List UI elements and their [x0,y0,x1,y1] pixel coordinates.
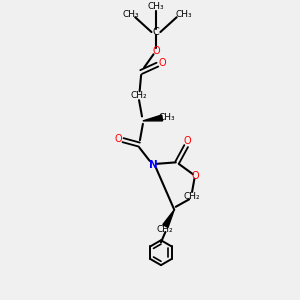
Text: C: C [152,27,159,37]
Text: O: O [159,58,166,68]
Text: CH₃: CH₃ [148,2,164,11]
Text: CH₃: CH₃ [159,113,175,122]
Text: CH₃: CH₃ [122,10,139,19]
Polygon shape [143,115,163,121]
Text: N: N [149,160,158,170]
Text: CH₂: CH₂ [184,192,200,201]
Text: O: O [152,46,160,56]
Polygon shape [163,210,174,227]
Text: CH₂: CH₂ [131,91,147,100]
Text: O: O [114,134,122,144]
Text: O: O [184,136,191,146]
Text: CH₃: CH₃ [176,10,192,19]
Text: O: O [191,171,199,181]
Text: CH₂: CH₂ [157,224,173,233]
